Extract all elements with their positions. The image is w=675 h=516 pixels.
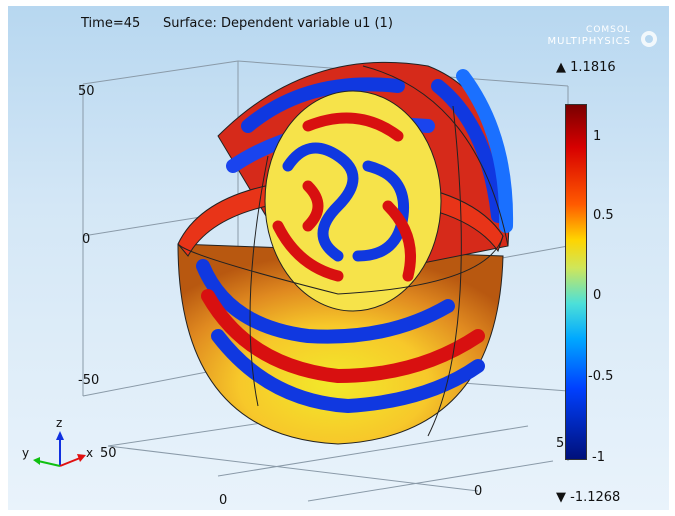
colorbar-max-value: 1.1816 — [570, 60, 616, 75]
colorbar-tick-label: 0 — [593, 288, 602, 303]
colorbar-max-marker: ▲ 1.1816 — [556, 60, 616, 75]
x-tick-label: 0 — [219, 493, 228, 508]
colorbar — [565, 104, 587, 460]
brand-logo-line1: COMSOL — [586, 25, 631, 35]
time-label: Time=45 — [81, 16, 141, 31]
colorbar-tick-label: 0.5 — [593, 208, 614, 223]
colorbar-tick-label: -0.5 — [588, 369, 614, 384]
brand-logo-line2: MULTIPHYSICS — [547, 36, 631, 47]
plot-area[interactable]: Time=45 Surface: Dependent variable u1 (… — [8, 6, 669, 510]
z-tick-label: -50 — [78, 373, 100, 388]
y-tick-label: 0 — [474, 484, 483, 499]
x-tick-label: 50 — [100, 446, 117, 461]
colorbar-tick-label: -1 — [592, 450, 605, 465]
colorbar-min-value: -1.1268 — [570, 490, 621, 505]
y-tick-label: 5 — [556, 436, 565, 451]
triad-x-label: x — [86, 446, 94, 460]
surface-label: Surface: Dependent variable u1 (1) — [163, 16, 393, 31]
z-tick-label: 50 — [78, 84, 95, 99]
triad-y-label: y — [22, 446, 30, 460]
colorbar-tick-label: 1 — [593, 129, 602, 144]
colorbar-min-marker: ▼ -1.1268 — [556, 490, 621, 505]
triad-z-label: z — [56, 416, 63, 430]
z-tick-label: 0 — [82, 232, 91, 247]
